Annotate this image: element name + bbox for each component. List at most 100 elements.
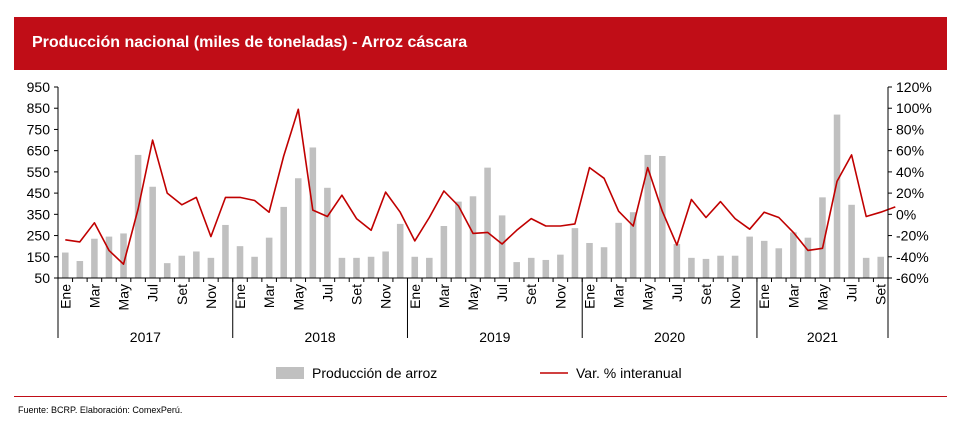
year-label: 2021: [807, 329, 838, 345]
month-label: Mar: [785, 284, 801, 308]
right-tick-label: 0%: [896, 206, 916, 222]
bar-production: [819, 197, 826, 278]
bar-production: [178, 255, 186, 278]
right-tick-label: -60%: [896, 270, 929, 286]
left-tick-label: 750: [27, 121, 51, 137]
bar-production: [746, 236, 753, 278]
legend-bar-swatch: [276, 367, 304, 379]
bar-production: [163, 263, 171, 278]
month-label: Mar: [261, 284, 277, 308]
left-tick-label: 250: [27, 228, 51, 244]
bar-production: [688, 257, 695, 278]
bar-production: [600, 247, 608, 278]
month-label: Ene: [407, 284, 423, 309]
year-label: 2019: [479, 329, 510, 345]
year-label: 2017: [130, 329, 161, 345]
legend-bar-label: Producción de arroz: [312, 365, 437, 381]
bar-production: [673, 244, 681, 278]
month-label: Jul: [145, 284, 161, 302]
bar-production: [440, 226, 448, 278]
month-label: Jul: [319, 284, 335, 302]
month-label: Ene: [232, 284, 248, 309]
bar-production: [702, 258, 710, 278]
month-label: Nov: [203, 284, 219, 309]
bar-production: [790, 232, 797, 278]
line-var-interanual: [65, 108, 896, 266]
bar-production: [294, 178, 302, 278]
bar-production: [659, 155, 666, 278]
bar-production: [513, 262, 520, 278]
chart-title: Producción nacional (miles de toneladas)…: [32, 34, 468, 51]
right-tick-label: -20%: [896, 228, 929, 244]
bar-production: [862, 257, 870, 278]
month-label: Jul: [669, 284, 685, 302]
month-label: Mar: [436, 284, 452, 308]
year-label: 2020: [654, 329, 685, 345]
month-label: Ene: [582, 284, 598, 309]
bar-production: [62, 252, 69, 278]
bar-production: [120, 233, 127, 278]
bar-production: [455, 201, 462, 278]
month-label: Nov: [727, 284, 743, 309]
bar-production: [527, 257, 535, 278]
right-tick-label: 80%: [896, 121, 924, 137]
month-label: May: [465, 284, 481, 310]
source-note: Fuente: BCRP. Elaboración: ComexPerú.: [18, 405, 183, 415]
bar-production: [91, 238, 98, 278]
bar-production: [105, 236, 113, 278]
right-tick-label: 60%: [896, 143, 924, 159]
chart-header: Producción nacional (miles de toneladas)…: [14, 17, 947, 70]
month-label: Mar: [611, 284, 627, 308]
bar-production: [309, 147, 317, 278]
bar-production: [236, 246, 244, 278]
bar-production: [353, 257, 360, 278]
bar-production: [149, 186, 156, 278]
bar-production: [222, 224, 229, 278]
bar-production: [848, 204, 855, 278]
bar-production: [367, 256, 375, 278]
bar-production: [717, 255, 724, 278]
bar-production: [833, 114, 841, 278]
bar-production: [877, 256, 884, 278]
month-label: Set: [174, 284, 190, 305]
left-tick-label: 550: [27, 164, 51, 180]
month-label: May: [640, 284, 656, 310]
year-label: 2018: [305, 329, 336, 345]
month-label: Jul: [844, 284, 860, 302]
month-label: Nov: [378, 284, 394, 309]
left-tick-label: 50: [34, 270, 50, 286]
bar-production: [484, 167, 491, 278]
right-tick-label: 40%: [896, 164, 924, 180]
month-label: Jul: [494, 284, 510, 302]
month-label: Set: [349, 284, 365, 305]
bar-production: [586, 242, 593, 278]
month-label: Set: [698, 284, 714, 305]
month-label: Ene: [756, 284, 772, 309]
left-tick-label: 150: [27, 249, 51, 265]
bar-production: [498, 215, 506, 278]
right-tick-label: -40%: [896, 249, 929, 265]
right-tick-label: 120%: [896, 79, 932, 95]
bar-production: [251, 256, 258, 278]
bar-production: [411, 256, 419, 278]
bar-production: [338, 257, 346, 278]
left-tick-label: 450: [27, 185, 51, 201]
month-label: May: [815, 284, 831, 310]
month-label: Set: [523, 284, 539, 305]
bar-production: [571, 228, 579, 278]
bar-production: [76, 261, 84, 278]
bar-production: [775, 248, 783, 278]
bar-production: [134, 154, 142, 278]
bar-production: [804, 237, 812, 278]
bar-production: [644, 154, 652, 278]
month-label: May: [290, 284, 306, 310]
month-label: Ene: [57, 284, 73, 309]
legend-line-label: Var. % interanual: [576, 365, 682, 381]
bar-production: [324, 187, 331, 278]
footer-divider: [14, 396, 947, 397]
bar-production: [731, 255, 739, 278]
bar-production: [265, 237, 273, 278]
left-tick-label: 950: [27, 79, 51, 95]
bar-production: [396, 223, 404, 278]
